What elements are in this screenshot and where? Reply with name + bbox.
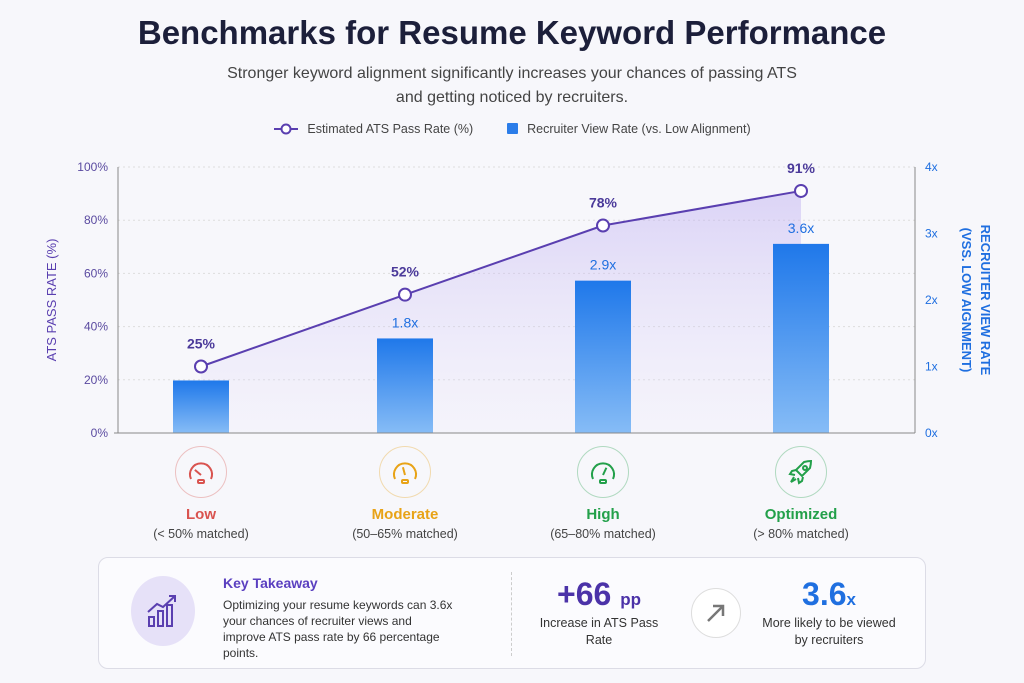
- takeaway-text: Optimizing your resume keywords can 3.6x…: [223, 598, 453, 660]
- category-range: (> 80% matched): [753, 527, 849, 541]
- ats-label: 25%: [187, 336, 216, 352]
- right-tick-label: 2x: [925, 293, 938, 307]
- right-tick-label: 1x: [925, 360, 938, 374]
- ats-point-high: [596, 218, 610, 233]
- category-range: (50–65% matched): [352, 527, 458, 541]
- arrow-up-right-icon: [691, 588, 741, 638]
- rocket-icon: [775, 446, 827, 498]
- category-range: (< 50% matched): [153, 527, 249, 541]
- page-title: Benchmarks for Resume Keyword Performanc…: [137, 14, 887, 51]
- gauge-moderate-icon: [379, 446, 431, 498]
- bar-label: 3.6x: [788, 220, 814, 236]
- category-label: Low: [186, 506, 216, 523]
- bar-high: [575, 280, 631, 433]
- chart: 0% 20% 40% 60% 80% 100% 0x 1x 2x 3x 4x 1.8x 2.9x 3.6x…: [44, 160, 993, 440]
- legend-item-recruiter: Recruiter View Rate (vs. Low Alignment): [507, 122, 751, 136]
- left-tick-label: 100%: [77, 160, 108, 174]
- bar-moderate: [377, 338, 433, 433]
- key-takeaway-panel: Key Takeaway Optimizing your resume keyw…: [98, 557, 926, 669]
- right-tick-label: 4x: [925, 160, 938, 174]
- chart-legend: Estimated ATS Pass Rate (%) Recruiter Vi…: [0, 122, 1024, 136]
- category-low: Low (< 50% matched): [101, 446, 301, 541]
- left-tick-label: 80%: [84, 213, 108, 227]
- bar-low: [173, 380, 229, 433]
- ats-label: 52%: [391, 264, 420, 280]
- stat-ats-increase: +66 pp Increase in ATS Pass Rate: [539, 576, 659, 647]
- stat-recruiter-multiplier: 3.6x More likely to be viewed by recruit…: [762, 576, 896, 647]
- ats-label: 91%: [787, 160, 816, 176]
- ats-point-moderate: [398, 287, 412, 302]
- category-label: Moderate: [371, 506, 439, 523]
- takeaway-title: Key Takeaway: [223, 575, 318, 591]
- gauge-high-icon: [577, 446, 629, 498]
- left-tick-label: 60%: [84, 266, 108, 280]
- right-tick-label: 0x: [925, 426, 938, 440]
- ats-point-optimized: [794, 183, 808, 198]
- ats-point-low: [194, 359, 208, 374]
- right-axis-title-2: (VSS. LOW AIGNMENT): [959, 228, 974, 373]
- divider: [511, 572, 512, 656]
- left-tick-label: 20%: [84, 373, 108, 387]
- gauge-low-icon: [175, 446, 227, 498]
- category-label: Optimized: [764, 506, 838, 523]
- bar-label: 1.8x: [392, 314, 418, 330]
- growth-chart-icon: [131, 576, 195, 646]
- bar-label: 2.9x: [590, 257, 616, 273]
- right-tick-label: 3x: [925, 227, 938, 241]
- ats-line: [200, 189, 802, 368]
- left-axis-title: ATS PASS RATE (%): [44, 239, 59, 362]
- bar-optimized: [773, 243, 829, 433]
- line-area-fill: [201, 190, 801, 433]
- category-high: High (65–80% matched): [503, 446, 703, 541]
- legend-item-ats: Estimated ATS Pass Rate (%): [273, 122, 473, 136]
- left-tick-label: 0%: [91, 426, 109, 440]
- left-tick-label: 40%: [84, 320, 108, 334]
- right-axis-title: RECRUITER VIEW RATE: [978, 225, 993, 376]
- ats-label: 78%: [589, 195, 618, 211]
- category-moderate: Moderate (50–65% matched): [305, 446, 505, 541]
- category-optimized: Optimized (> 80% matched): [701, 446, 901, 541]
- category-label: High: [586, 506, 620, 523]
- category-range: (65–80% matched): [550, 527, 656, 541]
- page-subtitle: Stronger keyword alignment significantly…: [227, 65, 797, 106]
